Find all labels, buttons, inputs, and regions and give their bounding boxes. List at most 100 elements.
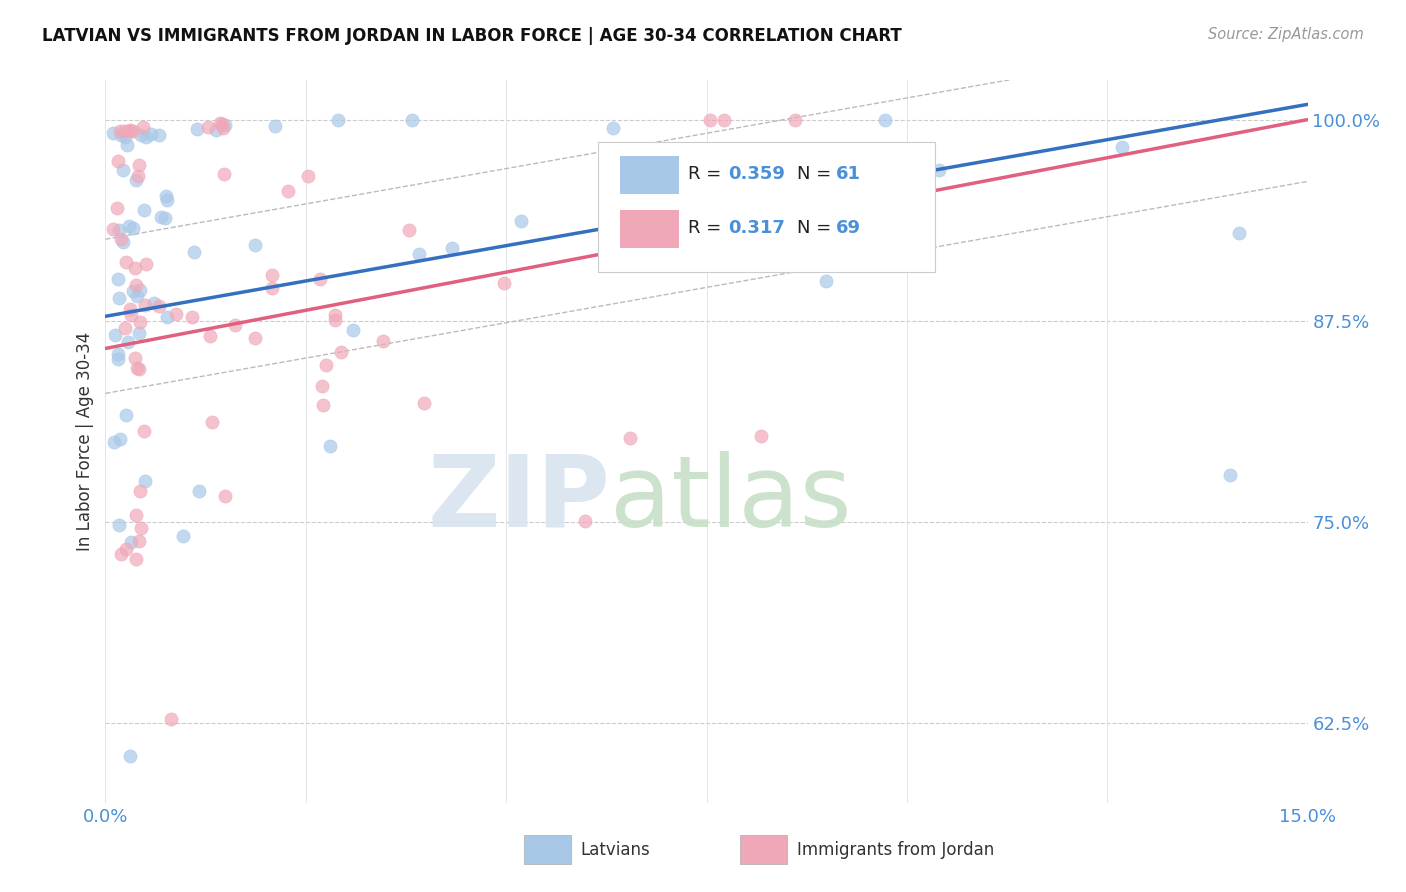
Point xyxy=(103,126,125,140)
Point xyxy=(107,347,129,361)
Text: 61: 61 xyxy=(837,165,862,183)
Point xyxy=(128,158,150,172)
FancyBboxPatch shape xyxy=(620,211,679,248)
Point xyxy=(297,169,319,183)
Point xyxy=(148,128,170,143)
Point xyxy=(117,137,139,152)
Point xyxy=(212,121,235,136)
Point xyxy=(172,529,194,543)
Text: Immigrants from Jordan: Immigrants from Jordan xyxy=(797,841,994,859)
Point xyxy=(142,296,165,310)
Point xyxy=(120,534,142,549)
Point xyxy=(315,358,337,372)
Point xyxy=(128,361,150,376)
Point xyxy=(260,268,283,283)
Point xyxy=(111,235,134,250)
Point xyxy=(398,223,420,237)
Point xyxy=(413,396,436,410)
Text: ZIP: ZIP xyxy=(427,450,610,548)
Point xyxy=(201,415,224,429)
Point xyxy=(125,278,148,293)
FancyBboxPatch shape xyxy=(740,835,787,864)
Point xyxy=(108,124,131,138)
Point xyxy=(128,533,150,548)
Point xyxy=(103,221,125,235)
Text: 0.317: 0.317 xyxy=(728,219,785,237)
Point xyxy=(1219,467,1241,482)
Point xyxy=(494,276,516,290)
Point xyxy=(311,378,333,392)
Point xyxy=(373,334,395,349)
Point xyxy=(308,272,330,286)
Point xyxy=(156,310,179,325)
Point xyxy=(114,321,136,335)
Point xyxy=(108,223,131,237)
Text: Latvians: Latvians xyxy=(581,841,650,859)
Point xyxy=(129,483,152,498)
Point xyxy=(125,552,148,566)
Point xyxy=(602,120,624,135)
Point xyxy=(1227,226,1250,240)
Point xyxy=(243,331,266,345)
Point xyxy=(125,360,148,375)
Point xyxy=(260,280,283,294)
Point xyxy=(124,351,146,366)
Text: R =: R = xyxy=(689,219,727,237)
Point xyxy=(132,202,155,217)
Point xyxy=(115,255,138,269)
Point xyxy=(212,168,235,182)
Point xyxy=(928,162,950,177)
Point xyxy=(121,221,143,235)
Point xyxy=(128,315,150,329)
Point xyxy=(276,185,298,199)
Point xyxy=(139,127,162,141)
Point xyxy=(198,329,221,343)
FancyBboxPatch shape xyxy=(599,142,935,272)
Point xyxy=(132,120,155,134)
Point xyxy=(319,439,342,453)
Point xyxy=(110,432,132,446)
Point xyxy=(408,247,430,261)
Point xyxy=(619,431,641,445)
Point xyxy=(187,484,209,499)
Point xyxy=(160,712,183,726)
Text: LATVIAN VS IMMIGRANTS FROM JORDAN IN LABOR FORCE | AGE 30-34 CORRELATION CHART: LATVIAN VS IMMIGRANTS FROM JORDAN IN LAB… xyxy=(42,27,901,45)
Point xyxy=(208,115,231,129)
Point xyxy=(127,169,149,183)
Point xyxy=(155,188,177,202)
Point xyxy=(118,122,141,136)
Point xyxy=(153,211,176,226)
Text: 69: 69 xyxy=(837,219,862,237)
Point xyxy=(401,113,423,128)
Point xyxy=(783,113,806,128)
Point xyxy=(135,129,157,144)
FancyBboxPatch shape xyxy=(524,835,571,864)
Point xyxy=(245,238,267,252)
Text: Source: ZipAtlas.com: Source: ZipAtlas.com xyxy=(1208,27,1364,42)
Point xyxy=(205,123,228,137)
Point xyxy=(595,159,617,173)
Point xyxy=(125,289,148,303)
Point xyxy=(124,261,146,276)
Point xyxy=(509,214,531,228)
Point xyxy=(117,334,139,349)
Point xyxy=(264,120,287,134)
Point xyxy=(135,256,157,270)
Point xyxy=(312,398,335,412)
Point xyxy=(214,489,236,503)
Point xyxy=(121,284,143,298)
Point xyxy=(156,193,179,207)
Point xyxy=(115,541,138,556)
Point xyxy=(107,272,129,286)
Point xyxy=(107,351,129,366)
Point xyxy=(108,291,131,305)
Point xyxy=(128,326,150,340)
Point xyxy=(574,514,596,528)
Point xyxy=(108,518,131,533)
Point xyxy=(323,313,346,327)
Point xyxy=(129,521,152,535)
Point xyxy=(224,318,246,333)
Point xyxy=(125,508,148,522)
Point xyxy=(125,173,148,187)
Point xyxy=(129,283,152,297)
